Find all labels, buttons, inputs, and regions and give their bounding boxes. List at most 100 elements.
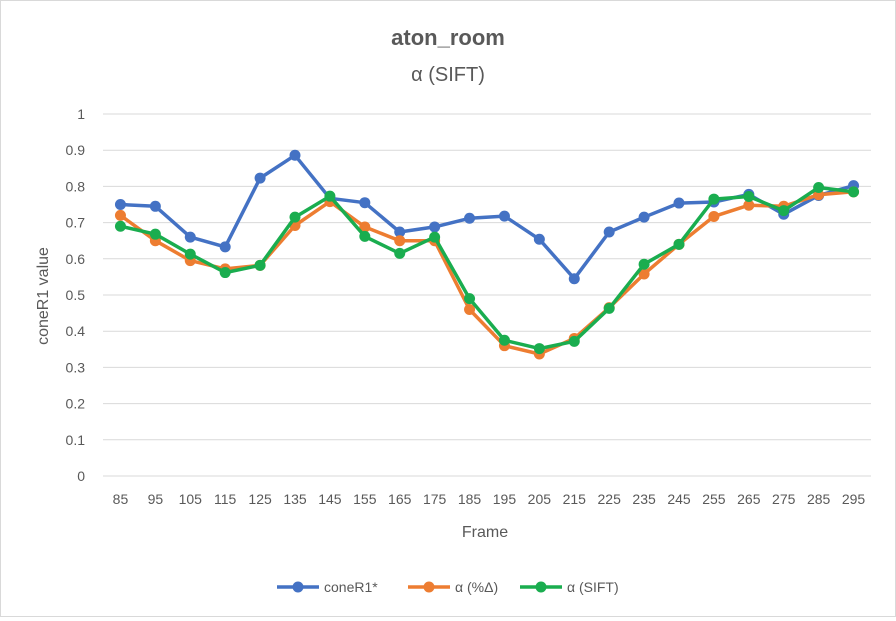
y-tick-label: 0.9 xyxy=(66,142,86,158)
data-point xyxy=(498,210,510,222)
x-tick-label: 145 xyxy=(318,491,342,507)
x-tick-label: 115 xyxy=(214,491,237,507)
data-point xyxy=(114,209,126,221)
data-point xyxy=(394,235,406,247)
x-tick-label: 125 xyxy=(248,491,272,507)
data-point xyxy=(464,293,476,305)
data-point xyxy=(673,197,685,209)
x-tick-label: 165 xyxy=(388,491,412,507)
legend-label: α (SIFT) xyxy=(567,579,619,595)
x-tick-label: 225 xyxy=(598,491,622,507)
x-tick-label: 105 xyxy=(179,491,203,507)
series-line xyxy=(118,153,856,281)
data-point xyxy=(254,259,266,271)
data-point xyxy=(568,335,580,347)
legend-item: α (SIFT) xyxy=(520,579,619,595)
x-tick-label: 155 xyxy=(353,491,377,507)
x-tick-label: 235 xyxy=(632,491,656,507)
data-point xyxy=(359,197,371,209)
y-tick-label: 0.5 xyxy=(66,287,86,303)
data-point xyxy=(149,228,161,240)
legend-item: coneR1* xyxy=(277,579,378,595)
x-axis-ticks: 85 95 105 115 125 135 145 155 165 175 185 195 205 215… xyxy=(113,491,866,507)
series-group xyxy=(114,149,860,360)
data-point xyxy=(848,186,860,198)
x-tick-label: 285 xyxy=(807,491,831,507)
chart-title: aton_room xyxy=(391,25,505,50)
gridlines xyxy=(103,113,871,477)
y-tick-label: 0.4 xyxy=(66,323,86,339)
data-point xyxy=(603,226,615,238)
y-tick-label: 0.2 xyxy=(66,396,86,412)
chart-subtitle: α (SIFT) xyxy=(411,64,485,86)
data-point xyxy=(184,231,196,243)
data-point xyxy=(289,211,301,223)
data-point xyxy=(429,231,441,243)
data-point xyxy=(743,191,755,203)
series-3 xyxy=(114,181,860,355)
data-point xyxy=(533,343,545,355)
y-tick-label: 0.7 xyxy=(66,215,86,231)
data-point xyxy=(708,193,720,205)
legend: coneR1* α (%Δ) α (SIFT) xyxy=(277,579,619,595)
data-point xyxy=(429,221,441,233)
data-point xyxy=(184,248,196,260)
x-tick-label: 85 xyxy=(113,491,129,507)
x-tick-label: 175 xyxy=(423,491,447,507)
data-point xyxy=(743,199,755,211)
data-point xyxy=(813,181,825,193)
legend-swatch-marker xyxy=(535,581,547,593)
y-axis-ticks: 0 0.1 0.2 0.3 0.4 0.5 0.6 0.7 0.8 0.9 1 xyxy=(66,106,86,484)
data-point xyxy=(149,200,161,212)
data-point xyxy=(114,220,126,232)
y-tick-label: 1 xyxy=(77,106,85,122)
data-point xyxy=(219,241,231,253)
data-point xyxy=(359,230,371,242)
data-point xyxy=(568,273,580,285)
x-tick-label: 185 xyxy=(458,491,482,507)
data-point xyxy=(638,211,650,223)
x-axis-label: Frame xyxy=(462,524,508,541)
x-tick-label: 135 xyxy=(283,491,307,507)
data-point xyxy=(778,205,790,217)
legend-swatch-marker xyxy=(292,581,304,593)
data-point xyxy=(673,238,685,250)
data-point xyxy=(219,267,231,279)
legend-swatch-marker xyxy=(423,581,435,593)
y-tick-label: 0 xyxy=(77,468,85,484)
data-point xyxy=(324,190,336,202)
data-point xyxy=(464,303,476,315)
data-point xyxy=(114,199,126,210)
data-point xyxy=(394,247,406,259)
data-point xyxy=(289,149,301,161)
x-tick-label: 195 xyxy=(493,491,517,507)
data-point xyxy=(708,210,720,222)
data-point xyxy=(498,334,510,346)
y-axis-label: coneR1 value xyxy=(35,247,52,345)
data-point xyxy=(254,172,266,184)
x-tick-label: 215 xyxy=(563,491,587,507)
x-tick-label: 295 xyxy=(842,491,866,507)
data-point xyxy=(638,268,650,280)
data-point xyxy=(533,233,545,245)
legend-label: coneR1* xyxy=(324,579,378,595)
data-point xyxy=(394,226,406,238)
data-point xyxy=(603,302,615,314)
series-line xyxy=(118,190,856,356)
x-tick-label: 245 xyxy=(667,491,691,507)
legend-label: α (%Δ) xyxy=(455,579,498,595)
x-tick-label: 275 xyxy=(772,491,796,507)
x-tick-label: 95 xyxy=(148,491,164,507)
legend-item: α (%Δ) xyxy=(408,579,498,595)
data-point xyxy=(359,221,371,233)
series-line xyxy=(118,185,856,351)
x-tick-label: 255 xyxy=(702,491,726,507)
x-tick-label: 205 xyxy=(528,491,552,507)
y-tick-label: 0.1 xyxy=(66,432,86,448)
y-tick-label: 0.3 xyxy=(66,359,86,375)
y-tick-label: 0.8 xyxy=(66,178,86,194)
y-tick-label: 0.6 xyxy=(66,251,86,267)
x-tick-label: 265 xyxy=(737,491,761,507)
